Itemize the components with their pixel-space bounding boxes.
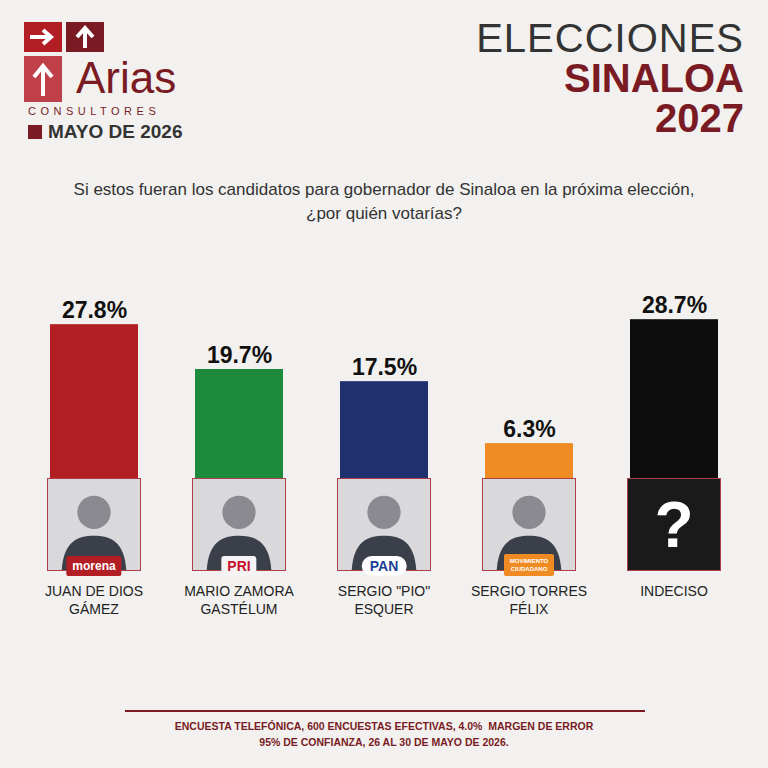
svg-text:6.3%: 6.3% <box>503 416 555 442</box>
html-text:Arias: Arias <box>76 53 177 102</box>
html-text:MOVIMIENTO CIUDADANO: MOVIMIENTO CIUDADANO <box>509 558 549 572</box>
html-text:SERGIO "PIO" ESQUER: SERGIO "PIO" ESQUER <box>337 583 431 617</box>
html-text:morena: morena <box>72 559 116 573</box>
svg-text:28.7%: 28.7% <box>642 292 707 318</box>
html-text:PRI: PRI <box>227 558 251 574</box>
html-text:SERGIO TORRES FÉLIX: SERGIO TORRES FÉLIX <box>470 583 588 617</box>
svg-text:19.7%: 19.7% <box>207 342 272 368</box>
html-text:ENCUESTA TELEFÓNICA, 600 ENCUE: ENCUESTA TELEFÓNICA, 600 ENCUESTAS EFECT… <box>174 720 594 732</box>
html-text:INDECISO: INDECISO <box>640 583 708 599</box>
html-text:95% DE CONFIANZA, 26 AL 30 DE: 95% DE CONFIANZA, 26 AL 30 DE MAYO DE 20… <box>259 736 509 748</box>
html-text:2027: 2027 <box>655 96 744 140</box>
html-text:JUAN DE DIOS GÁMEZ: JUAN DE DIOS GÁMEZ <box>45 583 143 617</box>
svg-text:27.8%: 27.8% <box>62 297 127 323</box>
html-text:Si estos fueran los candidatos: Si estos fueran los candidatos para gobe… <box>73 180 695 223</box>
html-text:SINALOA: SINALOA <box>564 56 744 100</box>
html-text:MAYO DE 2026: MAYO DE 2026 <box>48 121 183 142</box>
html-text:ELECCIONES: ELECCIONES <box>476 16 744 60</box>
html-text:CONSULTORES: CONSULTORES <box>28 105 161 117</box>
svg-text:17.5%: 17.5% <box>352 354 417 380</box>
html-text:MARIO ZAMORA GASTÉLUM: MARIO ZAMORA GASTÉLUM <box>184 583 294 617</box>
html-text:PAN: PAN <box>369 558 399 574</box>
